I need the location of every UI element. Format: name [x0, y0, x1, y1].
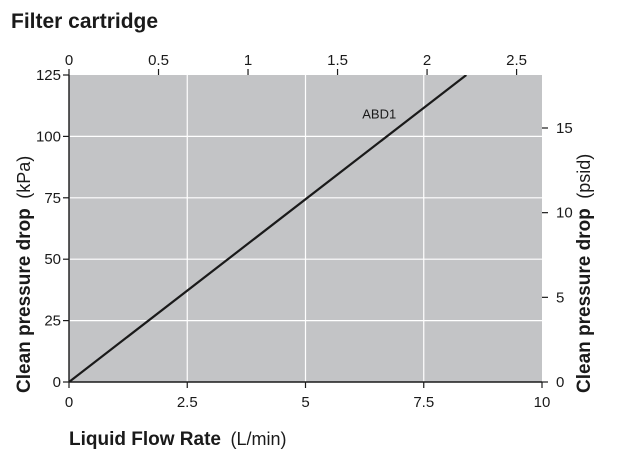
y-axis-right-unit: (psid) — [574, 154, 594, 199]
y-axis-right-label: Clean pressure drop — [574, 208, 595, 393]
x-bottom-tick-label: 5 — [301, 394, 309, 411]
x-bottom-tick-label: 0 — [65, 394, 73, 411]
series-line-abd1 — [69, 75, 467, 382]
x-top-tick-label: 2 — [423, 52, 431, 69]
y-left-tick-label: 100 — [36, 128, 61, 145]
x-axis-label: Liquid Flow Rate — [69, 429, 221, 450]
x-bottom-tick-label: 7.5 — [413, 394, 434, 411]
x-top-tick-label: 1.5 — [327, 52, 348, 69]
y-axis-left-label: Clean pressure drop — [14, 208, 35, 393]
y-axis-left-title: Clean pressure drop (kPa) — [14, 156, 35, 393]
x-bottom-tick-label: 2.5 — [177, 394, 198, 411]
y-right-tick-label: 5 — [556, 289, 564, 306]
y-axis-left-unit: (kPa) — [14, 156, 34, 199]
y-left-tick-label: 75 — [44, 190, 61, 207]
series-label-annotation: ABD1 — [362, 107, 396, 122]
y-left-tick-label: 0 — [53, 374, 61, 391]
series-layer: ABD1 — [69, 75, 467, 382]
x-axis-unit: (L/min) — [230, 429, 286, 449]
axes — [63, 69, 548, 388]
x-top-tick-label: 0 — [65, 52, 73, 69]
tick-labels: 0 2.5 5 7.5 100 0.5 1 1.5 2 2.5025507510012505101… — [36, 52, 573, 411]
y-right-tick-label: 10 — [556, 205, 573, 222]
chart-title: Filter cartridge — [11, 10, 158, 33]
y-left-tick-label: 50 — [44, 251, 61, 268]
x-top-tick-label: 2.5 — [506, 52, 527, 69]
x-top-tick-label: 0.5 — [148, 52, 169, 69]
y-left-tick-label: 25 — [44, 313, 61, 330]
y-right-tick-label: 15 — [556, 120, 573, 137]
y-axis-right-title: Clean pressure drop (psid) — [574, 154, 595, 393]
x-bottom-tick-label: 10 — [534, 394, 551, 411]
y-left-tick-label: 125 — [36, 67, 61, 84]
x-axis-title: Liquid Flow Rate (L/min) — [69, 429, 286, 450]
x-top-tick-label: 1 — [244, 52, 252, 69]
y-right-tick-label: 0 — [556, 374, 564, 391]
